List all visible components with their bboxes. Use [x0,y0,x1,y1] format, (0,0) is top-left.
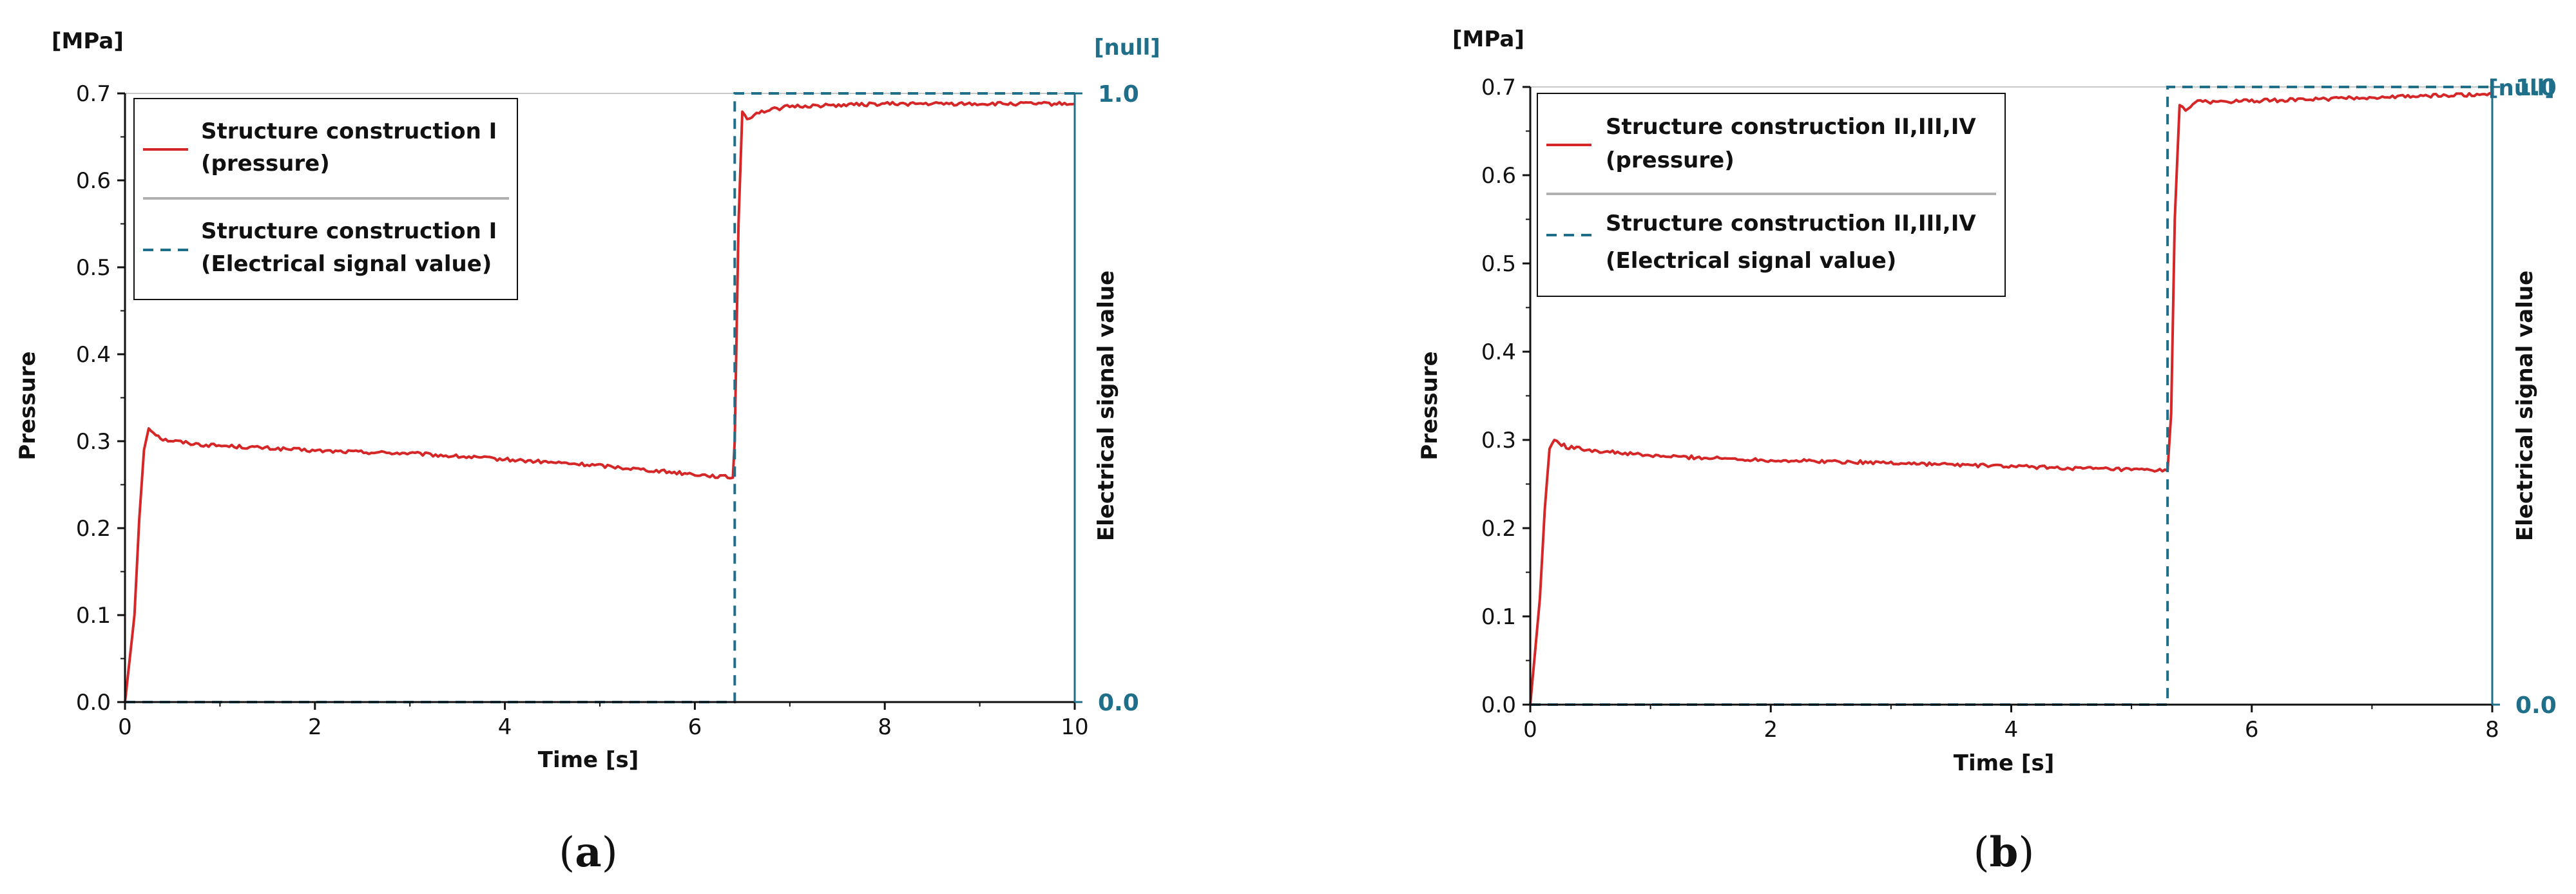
y-axis-unit: [MPa] [52,28,124,54]
y-tick-label: 0.0 [76,690,111,716]
panel-label-a: (a) [559,828,617,877]
panel-label-letter: a [575,828,601,877]
y2-axis-unit: [null] [2488,75,2555,101]
x-tick-label: 0 [1523,717,1537,743]
legend-signal-line1: Structure construction II,III,IV [1606,211,1976,236]
y2-tick-label: 1.0 [1098,81,1139,108]
legend-pressure-line2: (pressure) [201,151,330,176]
axes-layer: 0.0 0.1 0.2 0.3 0.4 0.5 0.6 0.7 0 2 4 6 8 10 0.0 1.0 [76,81,1139,740]
x-axis-title: Time [s] [538,747,639,773]
y-axis-unit: [MPa] [1452,26,1524,52]
legend-signal-line2: (Electrical signal value) [1606,248,1896,274]
chart-panel-a: 0.0 0.1 0.2 0.3 0.4 0.5 0.6 0.7 0 2 4 6 8 10 0.0 1.0 [M… [15,28,1160,877]
legend-pressure-line1: Structure construction I [201,119,497,144]
legend-pressure-line1: Structure construction II,III,IV [1606,114,1976,140]
x-tick-label: 6 [2245,717,2259,743]
y-tick-label: 0.1 [76,603,111,629]
y-tick-label: 0.4 [1481,339,1516,365]
legend-pressure-line2: (pressure) [1606,147,1735,173]
y-tick-label: 0.7 [1481,75,1516,100]
x-tick-label: 8 [2485,717,2499,743]
x-tick-label: 2 [308,714,322,740]
y-tick-label: 0.5 [1481,251,1516,277]
x-axis-title: Time [s] [1954,750,2055,776]
legend-signal-line1: Structure construction I [201,218,497,244]
y-tick-label: 0.2 [1481,516,1516,542]
panel-label-letter: b [1990,828,2019,877]
x-tick-label: 10 [1061,714,1088,740]
y-axis-title: Pressure [1417,351,1443,460]
x-tick-label: 0 [118,714,132,740]
y-tick-label: 0.0 [1481,692,1516,718]
y2-tick-label: 0.0 [1098,690,1139,716]
y2-axis-title: Electrical signal value [1093,271,1119,541]
y-tick-label: 0.4 [76,342,111,368]
y-tick-label: 0.1 [1481,604,1516,630]
y-tick-label: 0.6 [1481,163,1516,189]
y-tick-label: 0.3 [76,429,111,455]
y-tick-label: 0.3 [1481,428,1516,453]
x-tick-label: 8 [878,714,892,740]
series-pressure-line [124,100,1075,703]
y-axis-title: Pressure [15,351,41,460]
y-tick-label: 0.6 [76,168,111,194]
legend: Structure construction I (pressure) Stru… [133,98,518,300]
y2-axis-title: Electrical signal value [2512,271,2538,541]
y2-tick-label: 0.0 [2515,692,2557,719]
legend-signal-line2: (Electrical signal value) [201,251,492,277]
axes-layer: 0.0 0.1 0.2 0.3 0.4 0.5 0.6 0.7 0 2 4 6 8 0.0 1.0 [1481,75,2557,743]
x-tick-label: 6 [688,714,702,740]
y-tick-label: 0.5 [76,255,111,281]
series-pressure-line [1529,91,2493,705]
legend: Structure construction II,III,IV (pressu… [1537,93,2006,297]
y-tick-label: 0.2 [76,516,111,542]
panel-label-b: (b) [1974,828,2035,877]
x-tick-label: 2 [1764,717,1778,743]
y2-axis-unit: [null] [1094,35,1160,61]
chart-panel-b: 0.0 0.1 0.2 0.3 0.4 0.5 0.6 0.7 0 2 4 6 8 0.0 1.0 [MPa… [1417,26,2557,877]
x-tick-label: 4 [2004,717,2019,743]
x-tick-label: 4 [498,714,512,740]
y-tick-label: 0.7 [76,81,111,107]
y2-tick-label: 1.0 [2515,75,2557,101]
